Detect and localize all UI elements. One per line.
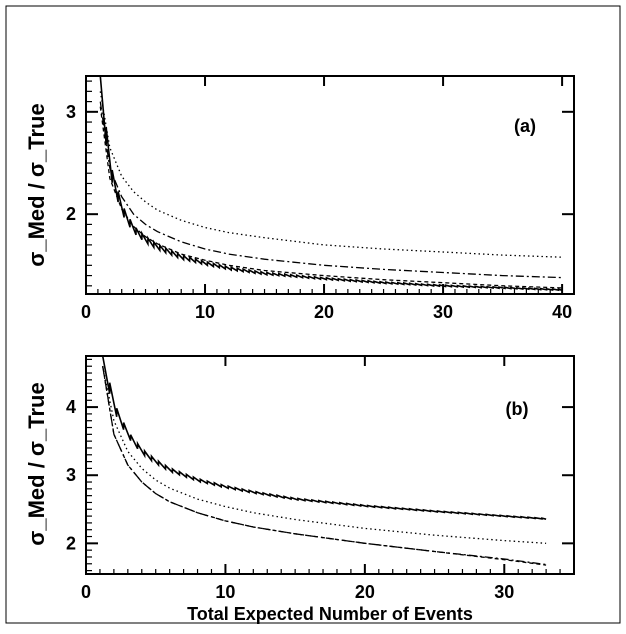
x-tick-label: 0: [81, 302, 91, 322]
panel-b-ylabel: σ_Med / σ_True: [24, 382, 49, 545]
panel-b-frame: [85, 355, 575, 575]
x-tick-label: 40: [552, 302, 572, 322]
x-tick-label: 30: [433, 302, 453, 322]
series-line-dashed: [99, 106, 563, 289]
panel-a-ylabel: σ_Med / σ_True: [24, 103, 49, 266]
y-tick-label: 3: [66, 102, 76, 122]
figure-border: [5, 5, 621, 624]
panel-b: (b) σ_Med / σ_True Total Expected Number…: [24, 355, 575, 624]
series-line-solid: [101, 355, 547, 520]
x-tick-label: 10: [215, 582, 235, 602]
series-line-dotted: [102, 366, 547, 544]
y-tick-label: 4: [66, 397, 76, 417]
x-tick-label: 10: [195, 302, 215, 322]
y-tick-label: 2: [66, 533, 76, 553]
series-line-dashdot: [102, 366, 547, 566]
series-line-dotted: [99, 91, 563, 258]
x-tick-label: 20: [314, 302, 334, 322]
panel-a-ylabel-text: σ_Med / σ_True: [24, 103, 49, 266]
panel-b-label: (b): [506, 399, 529, 419]
y-tick-label: 3: [66, 465, 76, 485]
panel-a: (a) σ_Med / σ_True 0 10 20 30 40 2 3: [24, 75, 575, 322]
panel-b-ylabel-text: σ_Med / σ_True: [24, 382, 49, 545]
x-tick-label: 30: [494, 582, 514, 602]
x-tick-label: 20: [355, 582, 375, 602]
panel-a-label: (a): [514, 116, 536, 136]
x-tick-label: 0: [81, 582, 91, 602]
y-tick-label: 2: [66, 204, 76, 224]
series-line-dashdot: [99, 101, 563, 279]
panel-b-xlabel: Total Expected Number of Events: [187, 604, 473, 624]
series-line-solid: [99, 75, 563, 292]
panel-a-frame: [85, 75, 575, 295]
